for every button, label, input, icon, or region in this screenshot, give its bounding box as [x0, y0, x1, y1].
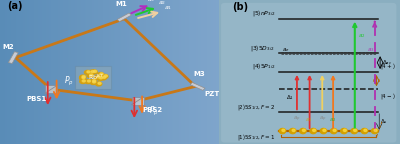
Text: $\Delta_s$: $\Delta_s$: [380, 117, 388, 126]
Text: $a_p$: $a_p$: [293, 114, 301, 124]
Circle shape: [361, 128, 368, 134]
Text: $a_2$: $a_2$: [330, 116, 337, 124]
Polygon shape: [132, 97, 144, 105]
Circle shape: [91, 71, 94, 73]
Circle shape: [90, 79, 96, 83]
Circle shape: [82, 80, 85, 82]
Text: $\mathsf{Rb}^{87}$: $\mathsf{Rb}^{87}$: [88, 73, 103, 82]
Text: $|5\rangle nP_{3/2}$: $|5\rangle nP_{3/2}$: [252, 8, 275, 18]
Circle shape: [310, 128, 316, 134]
Text: $a_2$: $a_2$: [358, 32, 366, 40]
Circle shape: [91, 70, 97, 74]
Text: M2: M2: [2, 44, 14, 50]
Text: $|2\rangle 5S_{1/2},F=2$: $|2\rangle 5S_{1/2},F=2$: [237, 102, 275, 112]
Text: (a): (a): [7, 1, 22, 11]
Text: $a_1$: $a_1$: [305, 116, 312, 124]
FancyBboxPatch shape: [221, 3, 396, 143]
Circle shape: [82, 77, 85, 79]
Text: M3: M3: [193, 71, 205, 77]
Text: $|4-\rangle$: $|4-\rangle$: [380, 91, 396, 101]
Text: $a_3$: $a_3$: [368, 46, 375, 54]
Circle shape: [344, 129, 346, 131]
Circle shape: [292, 129, 295, 131]
Circle shape: [97, 76, 100, 78]
Text: $a_3$: $a_3$: [146, 0, 155, 4]
Circle shape: [84, 70, 91, 74]
Circle shape: [323, 129, 326, 131]
Circle shape: [354, 129, 356, 131]
Circle shape: [104, 75, 107, 77]
Circle shape: [96, 82, 102, 86]
Circle shape: [372, 128, 378, 134]
Circle shape: [313, 129, 316, 131]
Circle shape: [374, 129, 377, 131]
Text: $P_p$: $P_p$: [64, 75, 74, 88]
Circle shape: [87, 71, 90, 73]
Circle shape: [100, 77, 102, 79]
Circle shape: [300, 128, 306, 134]
Text: M1: M1: [116, 1, 127, 7]
Text: PBS2: PBS2: [142, 107, 162, 113]
Circle shape: [98, 82, 101, 84]
Circle shape: [364, 129, 367, 131]
Circle shape: [351, 128, 358, 134]
Text: $|3\rangle 5D_{3/2}$: $|3\rangle 5D_{3/2}$: [250, 43, 275, 53]
Text: $a_2$: $a_2$: [158, 0, 166, 7]
Circle shape: [100, 76, 106, 80]
Circle shape: [87, 74, 94, 78]
Circle shape: [97, 76, 103, 80]
Text: $|1\rangle 5S_{1/2},F=1$: $|1\rangle 5S_{1/2},F=1$: [237, 132, 275, 142]
Text: $a_1$: $a_1$: [164, 4, 172, 12]
Circle shape: [102, 74, 108, 78]
Circle shape: [82, 76, 85, 78]
Text: $a_e$: $a_e$: [282, 46, 290, 54]
Circle shape: [90, 80, 96, 85]
Circle shape: [320, 128, 327, 134]
Text: PZT: PZT: [204, 91, 220, 97]
Text: $|4+\rangle$: $|4+\rangle$: [380, 61, 396, 71]
Circle shape: [89, 70, 95, 74]
Circle shape: [102, 76, 106, 78]
Text: $P_p$: $P_p$: [149, 105, 158, 118]
Circle shape: [279, 128, 286, 134]
Circle shape: [100, 73, 103, 75]
Circle shape: [98, 72, 104, 76]
Polygon shape: [76, 66, 111, 89]
Circle shape: [94, 75, 101, 79]
Circle shape: [333, 129, 336, 131]
Circle shape: [90, 74, 93, 76]
Circle shape: [290, 128, 296, 134]
Text: $\Delta_1$: $\Delta_1$: [286, 93, 294, 102]
Circle shape: [88, 80, 90, 82]
Circle shape: [80, 79, 86, 84]
Text: PBS1: PBS1: [27, 96, 47, 102]
Polygon shape: [117, 13, 132, 21]
Polygon shape: [8, 52, 18, 64]
Circle shape: [94, 70, 97, 72]
Circle shape: [93, 80, 96, 82]
Circle shape: [85, 80, 91, 84]
Polygon shape: [190, 83, 205, 90]
Circle shape: [330, 128, 337, 134]
Circle shape: [282, 129, 285, 131]
Text: (b): (b): [232, 2, 248, 12]
Text: $|4\rangle 5P_{1/2}$: $|4\rangle 5P_{1/2}$: [252, 61, 275, 71]
Text: $a_p$: $a_p$: [318, 114, 326, 124]
FancyBboxPatch shape: [214, 0, 400, 144]
Text: $\Delta_{ac}$: $\Delta_{ac}$: [382, 58, 392, 67]
Circle shape: [80, 76, 86, 80]
Circle shape: [80, 75, 86, 79]
Polygon shape: [45, 85, 57, 93]
Circle shape: [302, 129, 305, 131]
Circle shape: [341, 128, 347, 134]
Circle shape: [92, 81, 96, 83]
